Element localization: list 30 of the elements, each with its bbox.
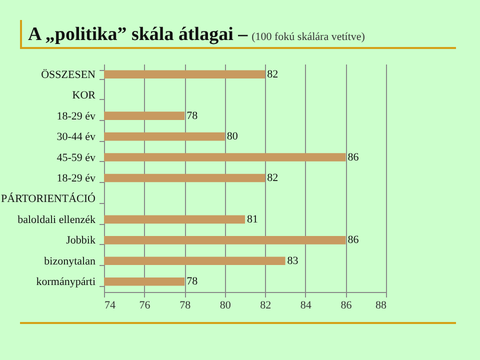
y-tick-label: Jobbik xyxy=(66,234,96,247)
x-tick-label: 80 xyxy=(220,300,232,312)
data-label: 78 xyxy=(186,276,198,288)
x-tick-label: 78 xyxy=(180,300,192,312)
y-tick-label: PÁRTORIENTÁCIÓ xyxy=(1,192,96,206)
y-tick-label: 18-29 év xyxy=(56,172,96,184)
data-label: 78 xyxy=(186,110,198,122)
y-tick-label: ÖSSZESEN xyxy=(41,68,96,81)
data-label: 83 xyxy=(287,254,299,267)
x-tick-label: 84 xyxy=(300,300,312,312)
x-tick-label: 76 xyxy=(139,300,151,312)
data-label: 86 xyxy=(348,151,360,164)
y-tick-label: KOR xyxy=(72,90,96,102)
x-tick-label: 88 xyxy=(376,300,387,312)
data-label: 81 xyxy=(247,213,258,226)
data-label: 80 xyxy=(226,130,238,143)
y-tick-label: 18-29 év xyxy=(56,110,96,122)
y-tick-label: kormánypárti xyxy=(36,276,96,288)
chart-title: A „politika” skála átlagai – xyxy=(28,24,248,45)
data-label: 82 xyxy=(267,68,278,80)
data-label: 86 xyxy=(348,234,360,246)
chart-subtitle: (100 fokú skálára vetítve) xyxy=(252,31,365,43)
y-tick-label: baloldali ellenzék xyxy=(18,214,96,226)
y-tick-label: 45-59 év xyxy=(56,152,96,164)
x-tick-label: 86 xyxy=(340,300,352,312)
y-tick-label: bizonytalan xyxy=(44,255,96,268)
y-tick-label: 30-44 év xyxy=(56,131,96,144)
data-label: 82 xyxy=(267,172,278,184)
x-tick-label: 74 xyxy=(104,300,116,312)
x-tick-label: 82 xyxy=(260,300,272,312)
